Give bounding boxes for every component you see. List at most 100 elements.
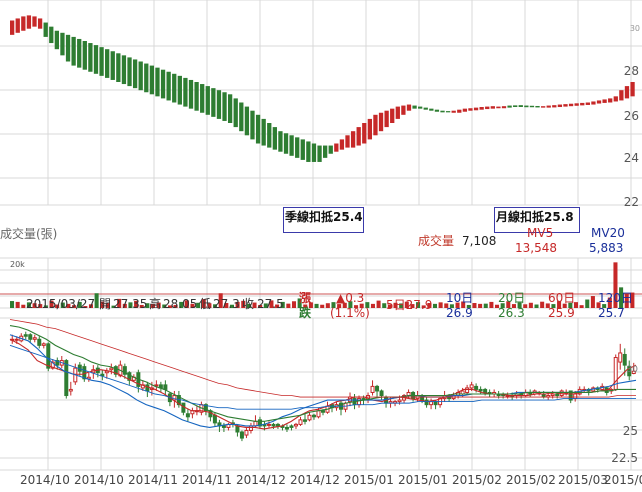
deduction-bar: [367, 118, 372, 140]
volume-bar: [590, 296, 595, 308]
volume-bar: [320, 304, 325, 308]
volume-bar: [275, 304, 280, 308]
info-low: 27.3: [213, 297, 240, 311]
volume-bar: [540, 301, 545, 308]
deduction-bar: [557, 104, 563, 108]
info-ma20: 26.3: [498, 306, 525, 320]
volume-bar: [416, 302, 421, 308]
deduction-bar: [490, 106, 495, 109]
volume-bar: [134, 300, 139, 308]
volume-bar: [173, 304, 178, 308]
volume-bar: [224, 303, 229, 308]
deduction-bar: [462, 108, 468, 112]
info-high-label: 高: [149, 297, 162, 311]
volume-bar: [213, 304, 218, 308]
candle-body: [321, 410, 325, 413]
candle-body: [284, 426, 289, 430]
deduction-bar: [233, 98, 238, 128]
deduction-bar: [250, 110, 255, 140]
candle-body: [28, 334, 33, 340]
volume-bar: [26, 302, 31, 308]
candle-body: [618, 352, 623, 363]
deduction-bar: [350, 131, 356, 148]
deduction-bar: [54, 30, 59, 50]
deduction-bar: [261, 118, 266, 146]
candle-body: [257, 419, 262, 427]
volume-bar: [444, 303, 449, 308]
x-axis-label: 2014/10: [74, 473, 124, 487]
deduction-bar: [211, 88, 216, 117]
candle-body: [424, 399, 429, 406]
deduction-bar: [77, 38, 82, 68]
deduction-bar: [373, 114, 378, 136]
volume-bar: [162, 304, 167, 308]
candle-body: [109, 367, 114, 371]
volume-bar: [404, 301, 409, 308]
volume-bar: [545, 303, 550, 308]
volume-bar: [348, 301, 353, 308]
info-ma120-label: 120日: [598, 291, 633, 305]
candle-body: [474, 385, 479, 390]
month-deduction-label: 月線扣抵25.8: [496, 210, 574, 224]
x-axis-label: 2015/01: [344, 473, 394, 487]
volume-bar: [579, 305, 584, 308]
volume-bar: [337, 304, 342, 308]
volume-bar: [94, 293, 99, 308]
candle-body: [370, 385, 375, 393]
ma20-line: [9, 325, 636, 422]
volume-bar: [49, 300, 54, 308]
info-change-label-2: 跌: [299, 306, 312, 320]
deduction-bar: [501, 106, 507, 109]
deduction-bar: [166, 71, 171, 101]
volume-bar: [500, 303, 505, 308]
deduction-bar: [345, 135, 350, 148]
candle-body: [311, 414, 316, 418]
deduction-bar: [88, 43, 93, 72]
volume-bar: [427, 303, 432, 308]
volume-bar: [399, 303, 404, 308]
info-change: ▲0.3: [336, 291, 365, 305]
info-change-pct: (1.1%): [330, 306, 370, 320]
x-axis-label: 2015/03: [558, 473, 608, 487]
volume-bar: [269, 300, 274, 308]
info-ma20-label: 20日: [498, 291, 526, 305]
volume-bar: [196, 302, 201, 308]
volume-bar: [472, 303, 477, 308]
volume-bar: [382, 303, 387, 308]
deduction-bar: [429, 108, 434, 111]
deduction-bar: [222, 92, 227, 121]
deduction-bar: [440, 110, 445, 113]
x-axis-label: 2015/03: [604, 473, 642, 487]
volume-bar: [184, 300, 189, 308]
candle-body: [420, 396, 425, 401]
deduction-bar: [205, 86, 210, 115]
deduction-bar: [529, 105, 535, 108]
candle-body: [271, 423, 276, 427]
volume-bar: [66, 303, 71, 308]
deduction-bar: [244, 106, 250, 136]
candle-body: [631, 370, 636, 374]
deduction-bar: [390, 108, 395, 123]
info-change-label-1: 漲: [299, 291, 312, 305]
candle-body: [483, 388, 488, 393]
deduction-bar: [200, 84, 205, 113]
deduction-bar: [406, 104, 412, 111]
deduction-bar: [552, 105, 557, 108]
candle-body: [302, 419, 307, 422]
deduction-bar: [585, 102, 590, 105]
mv20-value: 5,883: [589, 241, 624, 255]
deduction-bar: [496, 106, 501, 109]
deduction-bar: [630, 82, 635, 97]
candle-body: [298, 419, 303, 425]
info-ma120: 25.7: [598, 306, 625, 320]
volume-bar: [207, 303, 212, 308]
candle-body: [163, 384, 168, 390]
volume-bar: [10, 301, 15, 308]
candle-body: [235, 425, 240, 433]
deduction-bar: [49, 26, 54, 44]
candle-body: [307, 414, 312, 421]
ma5-line: [9, 338, 637, 430]
deduction-bar: [423, 107, 428, 110]
volume-bar: [252, 302, 257, 308]
deduction-bar: [239, 102, 244, 132]
